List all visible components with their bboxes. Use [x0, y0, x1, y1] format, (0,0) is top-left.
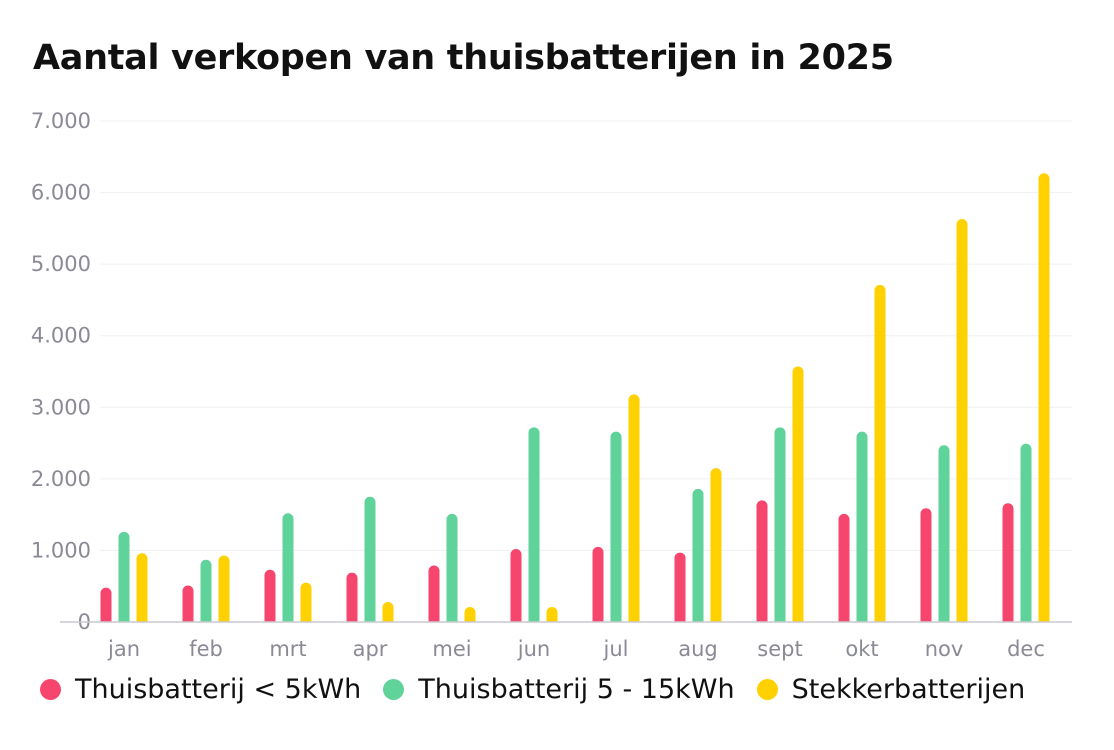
y-tick-label: 3.000	[31, 395, 91, 419]
bar-dec-series-2	[1020, 443, 1032, 622]
bar-feb-series-3	[218, 555, 230, 622]
x-tick-label-feb: feb	[189, 637, 223, 661]
x-tick-label-mei: mei	[432, 637, 471, 661]
legend-label: Stekkerbatterijen	[791, 674, 1026, 705]
x-tick-label-aug: aug	[678, 637, 718, 661]
x-tick-label-jun: jun	[517, 637, 550, 661]
bar-okt-series-2	[856, 431, 868, 622]
x-tick-label-mrt: mrt	[269, 637, 306, 661]
bar-aug-series-1	[674, 552, 686, 622]
bar-jun-series-1	[510, 548, 522, 622]
bar-sept-series-3	[792, 366, 804, 622]
bar-jan-series-1	[100, 587, 112, 622]
bar-dec-series-1	[1002, 503, 1014, 622]
x-axis-labels: jan feb mrt apr mei jun jul aug sept okt nov dec	[107, 637, 1045, 661]
x-tick-label-apr: apr	[353, 637, 388, 661]
bar-feb-series-1	[182, 585, 194, 622]
chart-title: Aantal verkopen van thuisbatterijen in 2…	[33, 38, 894, 78]
legend-item-2: Thuisbatterij 5 - 15kWh	[383, 674, 735, 705]
bar-sept-series-2	[774, 427, 786, 622]
x-tick-label-okt: okt	[845, 637, 878, 661]
legend-item-3: Stekkerbatterijen	[756, 674, 1026, 705]
bar-mrt-series-1	[264, 569, 276, 622]
bar-okt-series-1	[838, 513, 850, 622]
x-tick-label-jan: jan	[107, 637, 140, 661]
bar-sept-series-1	[756, 500, 768, 622]
y-tick-label: 7.000	[31, 109, 91, 133]
bar-aug-series-3	[710, 468, 722, 622]
bar-nov-series-3	[956, 219, 968, 622]
bar-jul-series-2	[610, 431, 622, 622]
bar-apr-series-3	[382, 601, 394, 622]
bar-dec-series-3	[1038, 173, 1050, 623]
bar-jul-series-3	[628, 394, 640, 622]
x-tick-label-nov: nov	[925, 637, 964, 661]
y-tick-label: 5.000	[31, 252, 91, 276]
legend-marker	[383, 679, 405, 700]
bar-jan-series-2	[118, 531, 130, 622]
bar-mrt-series-3	[300, 582, 312, 622]
y-tick-label: 4.000	[31, 324, 91, 348]
bar-nov-series-2	[938, 445, 950, 622]
y-tick-label: 6.000	[31, 181, 91, 205]
bars	[100, 173, 1050, 623]
bar-jul-series-1	[592, 546, 604, 622]
legend-label: Thuisbatterij 5 - 15kWh	[418, 674, 735, 705]
grid-lines	[100, 120, 1072, 551]
bar-jan-series-3	[136, 553, 148, 622]
legend-marker	[756, 679, 778, 700]
bar-mrt-series-2	[282, 513, 294, 622]
bar-okt-series-3	[874, 284, 886, 622]
bar-mei-series-1	[428, 565, 440, 622]
bar-apr-series-2	[364, 496, 376, 622]
bar-mei-series-3	[464, 606, 476, 622]
legend: Thuisbatterij < 5kWh Thuisbatterij 5 - 15…	[40, 674, 1047, 705]
legend-label: Thuisbatterij < 5kWh	[75, 674, 362, 705]
x-tick-label-sept: sept	[757, 637, 802, 661]
bar-apr-series-1	[346, 572, 358, 622]
legend-marker	[40, 679, 61, 700]
bar-aug-series-2	[692, 488, 704, 622]
bar-nov-series-1	[920, 508, 932, 622]
x-tick-label-jul: jul	[603, 637, 629, 661]
bar-mei-series-2	[446, 513, 458, 622]
bar-jun-series-3	[546, 606, 558, 622]
legend-item-1: Thuisbatterij < 5kWh	[40, 674, 361, 705]
x-tick-label-dec: dec	[1007, 637, 1045, 661]
bar-feb-series-2	[200, 559, 212, 622]
y-tick-label: 2.000	[31, 467, 91, 491]
y-tick-label: 1.000	[31, 538, 91, 562]
bar-jun-series-2	[528, 427, 540, 622]
